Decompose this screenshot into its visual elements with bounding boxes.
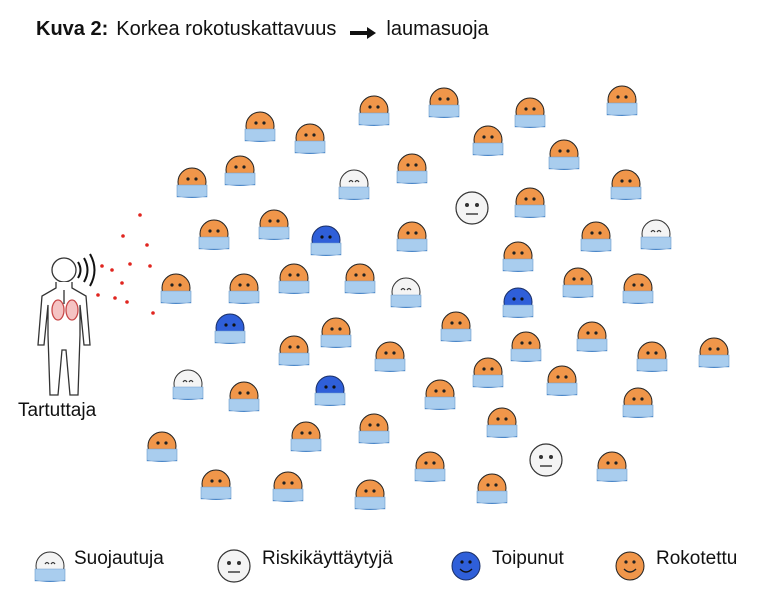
figure-title: Kuva 2: Korkea rokotuskattavuus laumasuo… (36, 18, 489, 41)
vaccinated-face (278, 335, 310, 367)
vaccinated-face (622, 273, 654, 305)
vaccinated-face (440, 311, 472, 343)
title-text-before: Korkea rokotuskattavuus (116, 18, 337, 40)
vaccinated-face (374, 341, 406, 373)
legend-item-vaccinated: Rokotettu (646, 548, 737, 570)
vaccinated-face (396, 221, 428, 253)
vaccinated-face (502, 241, 534, 273)
vaccinated-face (278, 263, 310, 295)
vaccinated-face (160, 273, 192, 305)
protected-face (172, 369, 204, 401)
right-arrow-icon (350, 26, 377, 39)
vaccinated-face (636, 341, 668, 373)
legend-label-protected: Suojautuja (74, 548, 164, 569)
vaccinated-face (344, 263, 376, 295)
infector-label: Tartuttaja (18, 400, 97, 421)
droplets (96, 213, 155, 315)
vaccinated-face (228, 273, 260, 305)
legend-label-risk: Riskikäyttäytyjä (262, 548, 393, 569)
vaccinated-face (596, 451, 628, 483)
vaccinated-face (580, 221, 612, 253)
vaccinated-face (514, 97, 546, 129)
legend-item-protected: Suojautuja (64, 548, 164, 570)
vaccinated-face (224, 155, 256, 187)
vaccinated-face (486, 407, 518, 439)
vaccinated-face (428, 87, 460, 119)
vaccinated-face (320, 317, 352, 349)
recovered-face (310, 225, 342, 257)
vaccinated-face (562, 267, 594, 299)
title-text-after: laumasuoja (386, 18, 489, 40)
vaccinated-face (228, 381, 260, 413)
legend-item-recovered: Toipunut (482, 548, 564, 570)
legend-label-vaccinated: Rokotettu (656, 548, 738, 569)
vaccinated-face (472, 125, 504, 157)
vaccinated-face (606, 85, 638, 117)
figure-label: Kuva 2: (36, 18, 109, 40)
vaccinated-face (510, 331, 542, 363)
vaccinated-face (358, 413, 390, 445)
vaccinated-face (198, 219, 230, 251)
vaccinated-face (472, 357, 504, 389)
population (146, 85, 730, 511)
vaccinated-face (146, 431, 178, 463)
protected-face (640, 219, 672, 251)
vaccinated-face (424, 379, 456, 411)
risk-face (529, 443, 563, 477)
vaccinated-face (176, 167, 208, 199)
vaccinated-face (576, 321, 608, 353)
recovered-face (502, 287, 534, 319)
recovered-face (314, 375, 346, 407)
vaccinated-face (698, 337, 730, 369)
vaccinated-face (354, 479, 386, 511)
vaccinated-face (548, 139, 580, 171)
vaccinated-face (358, 95, 390, 127)
legend-label-recovered: Toipunut (492, 548, 564, 569)
vaccinated-face (200, 469, 232, 501)
vaccinated-face (622, 387, 654, 419)
vaccinated-face (514, 187, 546, 219)
protected-face (390, 277, 422, 309)
vaccinated-face (610, 169, 642, 201)
protected-face (338, 169, 370, 201)
vaccinated-face (476, 473, 508, 505)
vaccinated-face (546, 365, 578, 397)
vaccinated-face (294, 123, 326, 155)
recovered-face (214, 313, 246, 345)
risk-face (455, 191, 489, 225)
legend: Suojautuja Riskikäyttäytyjä Toipunut Rok… (0, 548, 781, 588)
infected-person-icon (37, 253, 96, 396)
vaccinated-face (244, 111, 276, 143)
vaccinated-face (290, 421, 322, 453)
legend-item-risk: Riskikäyttäytyjä (252, 548, 393, 570)
vaccinated-face (414, 451, 446, 483)
vaccinated-face (396, 153, 428, 185)
vaccinated-face (258, 209, 290, 241)
vaccinated-face (272, 471, 304, 503)
